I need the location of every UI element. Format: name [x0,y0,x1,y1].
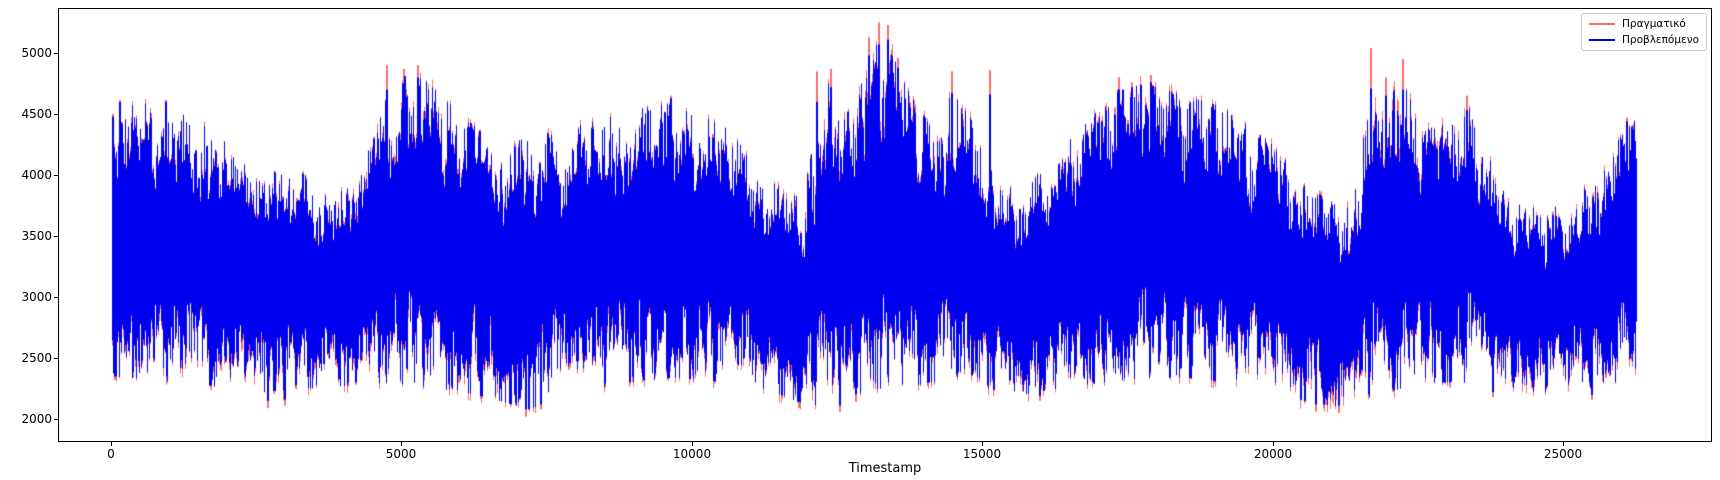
x-tick-label: 25000 [1543,447,1583,461]
y-tick-label: 3000 [21,290,52,304]
chart-canvas [59,9,1711,441]
legend-line-actual-icon [1589,23,1616,25]
y-tick-mark [54,53,58,54]
x-tick-mark [982,442,983,446]
y-tick-mark [54,358,58,359]
x-tick-label: 10000 [672,447,712,461]
x-tick-label: 15000 [962,447,1002,461]
plot-area: Πραγματικό Προβλεπόμενο [58,8,1712,442]
y-tick-mark [54,297,58,298]
legend-label-actual: Πραγματικό [1622,18,1686,30]
y-tick-label: 4000 [21,168,52,182]
legend-item-predicted: Προβλεπόμενο [1589,34,1699,46]
x-tick-mark [111,442,112,446]
y-tick-label: 5000 [21,46,52,60]
x-tick-mark [401,442,402,446]
legend-item-actual: Πραγματικό [1589,18,1699,30]
y-tick-mark [54,236,58,237]
legend: Πραγματικό Προβλεπόμενο [1581,13,1707,51]
x-tick-label: 5000 [385,447,417,461]
x-tick-label: 20000 [1253,447,1293,461]
y-tick-mark [54,114,58,115]
y-tick-label: 3500 [21,229,52,243]
legend-label-predicted: Προβλεπόμενο [1622,34,1699,46]
y-tick-label: 4500 [21,107,52,121]
x-tick-mark [692,442,693,446]
x-tick-label: 0 [107,447,115,461]
y-tick-label: 2000 [21,412,52,426]
y-tick-mark [54,175,58,176]
y-tick-label: 2500 [21,351,52,365]
legend-line-predicted-icon [1589,39,1616,41]
x-axis-label: Timestamp [848,461,922,476]
y-tick-mark [54,419,58,420]
x-tick-mark [1273,442,1274,446]
x-tick-mark [1563,442,1564,446]
